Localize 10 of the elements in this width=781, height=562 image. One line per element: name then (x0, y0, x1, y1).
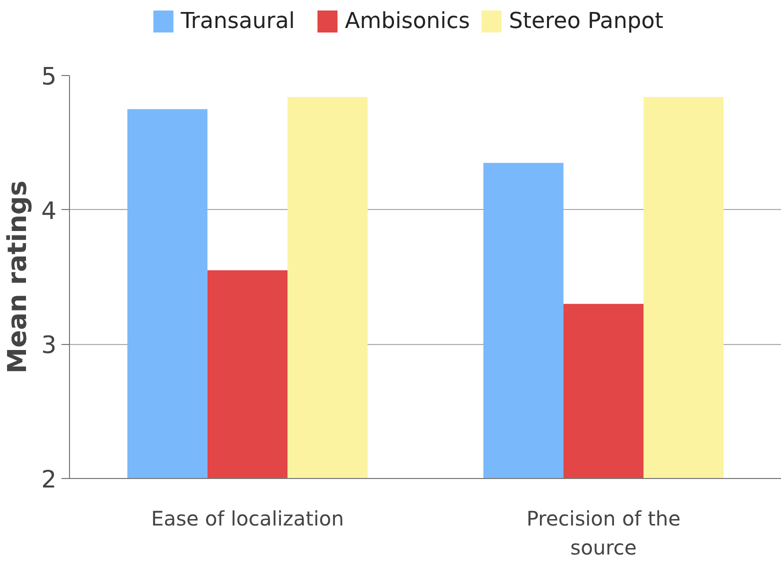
y-tick-label: 2 (41, 466, 57, 494)
y-axis-title: Mean ratings (3, 180, 34, 374)
legend-label: Ambisonics (344, 9, 470, 34)
legend-label: Stereo Panpot (508, 9, 664, 34)
y-tick-label: 5 (41, 62, 57, 90)
x-tick-label: Precision of the source (526, 506, 681, 560)
y-tick-label: 4 (41, 196, 57, 225)
x-tick-label: Ease of localization (151, 506, 344, 530)
legend-label: Transaural (180, 9, 295, 34)
y-tick-label: 3 (41, 331, 57, 360)
